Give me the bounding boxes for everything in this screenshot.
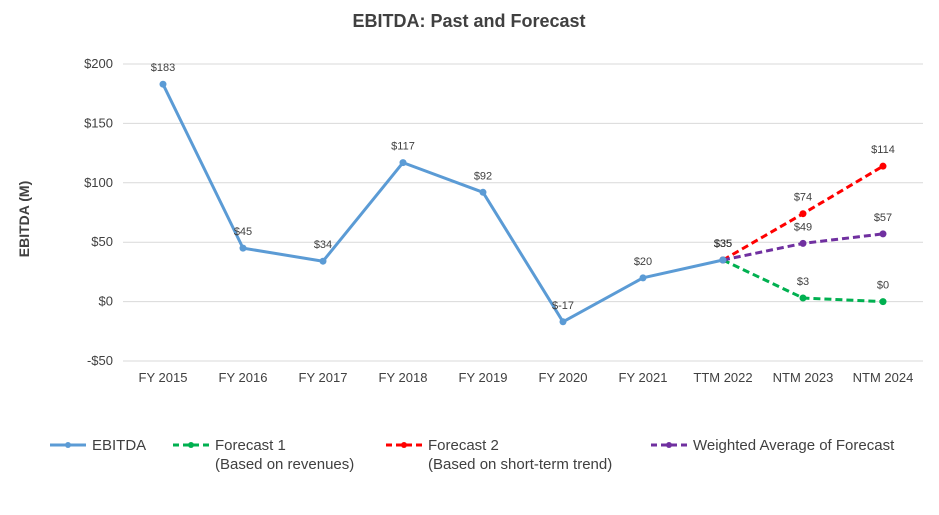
x-tick-label: FY 2019 xyxy=(459,370,508,385)
data-label: $35 xyxy=(714,238,732,250)
data-point[interactable] xyxy=(879,162,887,170)
data-label: $92 xyxy=(474,170,492,182)
x-axis-ticks: FY 2015 FY 2016 FY 2017 FY 2018 FY 2019 FY 20… xyxy=(139,370,914,385)
data-label: $34 xyxy=(314,239,332,251)
y-tick-label: $150 xyxy=(84,115,113,130)
data-labels: $183$45$34$117$92$-17$20$35$35$3 $0$35$74… xyxy=(151,62,895,312)
series-forecast-2 xyxy=(719,162,887,264)
data-label: $45 xyxy=(234,226,252,238)
legend-marker-forecast-1 xyxy=(173,442,209,448)
y-tick-label: -$50 xyxy=(87,353,113,368)
y-tick-label: $200 xyxy=(84,56,113,71)
data-point[interactable] xyxy=(239,244,247,252)
x-tick-label: FY 2016 xyxy=(219,370,268,385)
data-label: $183 xyxy=(151,62,175,74)
x-tick-label: FY 2021 xyxy=(619,370,668,385)
legend-label: Forecast 2 xyxy=(428,437,499,454)
data-label: $49 xyxy=(794,221,812,233)
data-point[interactable] xyxy=(639,274,647,282)
y-axis-ticks: -$50 $0 $50 $100 $150 $200 xyxy=(84,56,113,368)
data-label: $35 xyxy=(714,238,732,250)
data-label: $117 xyxy=(391,141,415,153)
data-point[interactable] xyxy=(879,230,887,238)
data-label: $0 xyxy=(877,280,889,292)
y-tick-label: $100 xyxy=(84,175,113,190)
x-tick-label: FY 2017 xyxy=(299,370,348,385)
data-label: $-17 xyxy=(552,300,574,312)
legend-sublabel: (Based on short-term trend) xyxy=(428,456,613,473)
legend-marker-forecast-2 xyxy=(386,442,422,448)
legend-label: Forecast 1 xyxy=(215,437,286,454)
x-tick-label: TTM 2022 xyxy=(693,370,752,385)
data-label: $74 xyxy=(794,192,812,204)
x-tick-label: FY 2018 xyxy=(379,370,428,385)
legend-item-weighted-average[interactable]: Weighted Average of Forecast xyxy=(651,436,894,455)
x-tick-label: NTM 2024 xyxy=(853,370,914,385)
x-tick-label: FY 2015 xyxy=(139,370,188,385)
legend-sublabel: (Based on revenues) xyxy=(215,456,355,473)
series-lines xyxy=(159,80,887,326)
ebitda-chart: EBITDA: Past and Forecast EBITDA (M) -$5… xyxy=(16,11,923,385)
gridlines xyxy=(123,63,923,362)
y-axis-label: EBITDA (M) xyxy=(16,181,32,257)
data-point[interactable] xyxy=(879,298,887,306)
data-label: $114 xyxy=(871,144,895,156)
data-label: $3 xyxy=(797,276,809,288)
legend-marker-weighted-average xyxy=(651,442,687,448)
legend-item-ebitda[interactable]: EBITDA xyxy=(50,436,146,455)
data-point[interactable] xyxy=(399,159,407,167)
x-tick-label: NTM 2023 xyxy=(773,370,834,385)
data-point[interactable] xyxy=(479,188,487,196)
data-label: $35 xyxy=(714,238,732,250)
legend-label: EBITDA xyxy=(92,437,147,454)
legend-label: Weighted Average of Forecast xyxy=(693,437,895,454)
data-point[interactable] xyxy=(799,294,807,302)
data-point[interactable] xyxy=(559,318,567,326)
data-point[interactable] xyxy=(159,80,167,88)
data-point[interactable] xyxy=(319,257,327,265)
x-tick-label: FY 2020 xyxy=(539,370,588,385)
y-tick-label: $0 xyxy=(99,294,113,309)
series-line xyxy=(161,83,724,324)
data-label: $57 xyxy=(874,212,892,224)
data-point[interactable] xyxy=(719,256,727,264)
data-point[interactable] xyxy=(799,210,807,218)
chart-title: EBITDA: Past and Forecast xyxy=(352,11,585,31)
data-label: $35 xyxy=(714,238,732,250)
legend-item-forecast-1[interactable]: Forecast 1 (Based on revenues) xyxy=(173,436,354,474)
legend-marker-ebitda xyxy=(50,442,86,448)
y-tick-label: $50 xyxy=(91,234,113,249)
data-point[interactable] xyxy=(799,239,807,247)
series-ebitda xyxy=(159,80,727,326)
legend-item-forecast-2[interactable]: Forecast 2 (Based on short-term trend) xyxy=(386,436,612,474)
legend: EBITDA Forecast 1 (Based on revenues) Fo… xyxy=(0,436,939,486)
data-label: $20 xyxy=(634,256,652,268)
